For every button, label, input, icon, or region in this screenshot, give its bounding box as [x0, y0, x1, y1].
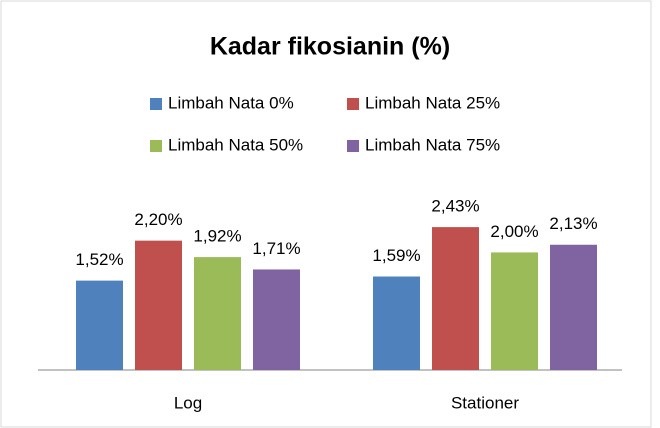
value-label: 2,13% — [549, 214, 597, 233]
bar — [550, 244, 597, 370]
bar — [253, 269, 300, 370]
value-label: 2,20% — [134, 210, 182, 229]
value-label: 2,00% — [490, 222, 538, 241]
x-tick-label: Stationer — [451, 393, 519, 412]
bar — [432, 227, 479, 370]
legend-label: Limbah Nata 25% — [365, 93, 500, 112]
legend-label: Limbah Nata 75% — [365, 135, 500, 154]
legend-swatch — [150, 98, 162, 110]
value-label: 1,52% — [75, 250, 123, 269]
x-tick-label: Log — [174, 393, 202, 412]
bar — [491, 252, 538, 370]
value-label: 1,59% — [372, 246, 420, 265]
legend-swatch — [347, 98, 359, 110]
legend-swatch — [347, 140, 359, 152]
value-label: 2,43% — [431, 197, 479, 216]
value-label: 1,71% — [252, 239, 300, 258]
bar — [194, 257, 241, 370]
chart-title: Kadar fikosianin (%) — [210, 33, 450, 61]
bar — [76, 280, 123, 370]
value-label: 1,92% — [193, 227, 241, 246]
bar — [135, 240, 182, 370]
legend-label: Limbah Nata 50% — [168, 135, 303, 154]
legend-swatch — [150, 140, 162, 152]
legend-label: Limbah Nata 0% — [168, 93, 294, 112]
bar — [373, 276, 420, 370]
